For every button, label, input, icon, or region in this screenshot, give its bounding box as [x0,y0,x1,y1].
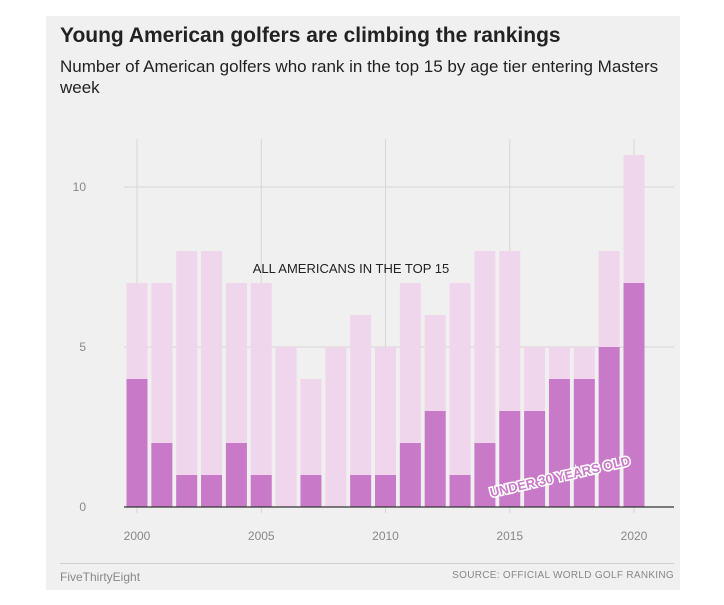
bar-under30-2013 [449,475,471,507]
bar-under30-2007 [300,475,322,507]
bar-under30-2019 [598,347,620,507]
bar-all-2013 [449,283,471,507]
bar-all-2003 [201,251,223,507]
bar-under30-2003 [201,475,223,507]
footer: FiveThirtyEight SOURCE: OFFICIAL WORLD G… [60,563,674,584]
chart-title: Young American golfers are climbing the … [60,24,561,47]
x-tick-label-2005: 2005 [248,529,275,543]
series-label-all: ALL AMERICANS IN THE TOP 15 [253,261,450,276]
bar-under30-2018 [573,379,595,507]
x-tick-label-2000: 2000 [124,529,151,543]
x-tick-label-2010: 2010 [372,529,399,543]
bar-under30-2017 [548,379,570,507]
bar-under30-2005 [250,475,272,507]
bar-all-2005 [250,283,272,507]
brand-label: FiveThirtyEight [60,570,141,584]
bar-all-2006 [275,347,297,507]
axes: 0 5 10 2000 2005 2010 2015 2020 [73,180,674,543]
bar-under30-2004 [225,443,247,507]
x-tick-label-2020: 2020 [621,529,648,543]
y-tick-label-10: 10 [73,180,87,194]
bar-all-2002 [176,251,198,507]
bar-under30-2000 [126,379,148,507]
bar-all-2009 [350,315,372,507]
bar-under30-2020 [623,283,645,507]
y-tick-label-0: 0 [79,500,86,514]
bar-under30-2002 [176,475,198,507]
y-tick-label-5: 5 [79,340,86,354]
bar-under30-2016 [524,411,546,507]
chart-subtitle: Number of American golfers who rank in t… [60,57,659,97]
bar-under30-2012 [424,411,446,507]
bar-all-2010 [375,347,396,507]
bar-under30-2009 [350,475,372,507]
bar-under30-2014 [474,443,496,507]
bar-under30-2010 [375,475,396,507]
bar-under30-2011 [399,443,421,507]
bars [126,155,645,507]
x-tick-label-2015: 2015 [496,529,523,543]
source-label: SOURCE: OFFICIAL WORLD GOLF RANKING [452,570,674,581]
bar-under30-2015 [499,411,521,507]
bar-chart: 0 5 10 2000 2005 2010 2015 2020 ALL AMERICANS I… [73,139,674,543]
chart-card: Young American golfers are climbing the … [46,16,680,590]
bar-under30-2001 [151,443,173,507]
bar-all-2008 [325,347,347,507]
